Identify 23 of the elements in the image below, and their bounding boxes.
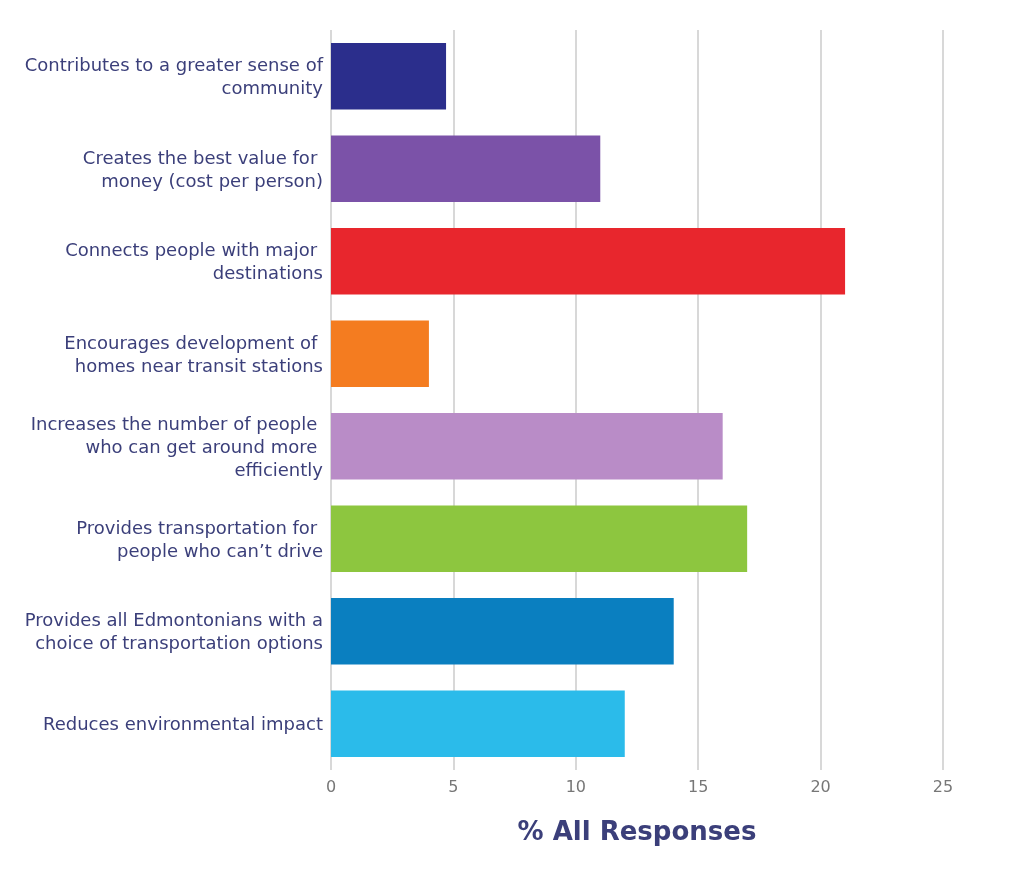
bar bbox=[331, 320, 429, 388]
x-axis-title: % All Responses bbox=[517, 816, 757, 846]
y-tick-label: Provides all Edmontonians with a choice of transportation options bbox=[24, 609, 323, 654]
x-tick-label: 0 bbox=[325, 776, 337, 796]
bar bbox=[331, 505, 748, 573]
bar bbox=[331, 227, 846, 295]
bar bbox=[331, 42, 447, 110]
bar bbox=[331, 135, 601, 203]
x-tick-label: 10 bbox=[565, 776, 586, 796]
y-tick-label: Provides transportation for people who can’t drive bbox=[76, 516, 323, 561]
y-tick-label: Increases the number of people who can get around more efficiently bbox=[30, 412, 324, 480]
x-tick-label: 15 bbox=[688, 776, 709, 796]
y-tick-label: Connects people with major destinations bbox=[65, 239, 323, 284]
y-tick-label: Encourages development of homes near transit stations bbox=[64, 331, 323, 376]
y-tick-label: Creates the best value for money (cost per person) bbox=[82, 146, 323, 191]
bar bbox=[331, 412, 723, 480]
bar bbox=[331, 597, 674, 665]
y-tick-label: Contributes to a greater sense of community bbox=[24, 54, 324, 99]
x-tick-label: 5 bbox=[448, 776, 459, 796]
y-tick-label: Reduces environmental impact bbox=[42, 713, 323, 735]
bar bbox=[331, 690, 625, 758]
x-tick-label: 20 bbox=[810, 776, 831, 796]
x-tick-label: 25 bbox=[932, 776, 954, 796]
